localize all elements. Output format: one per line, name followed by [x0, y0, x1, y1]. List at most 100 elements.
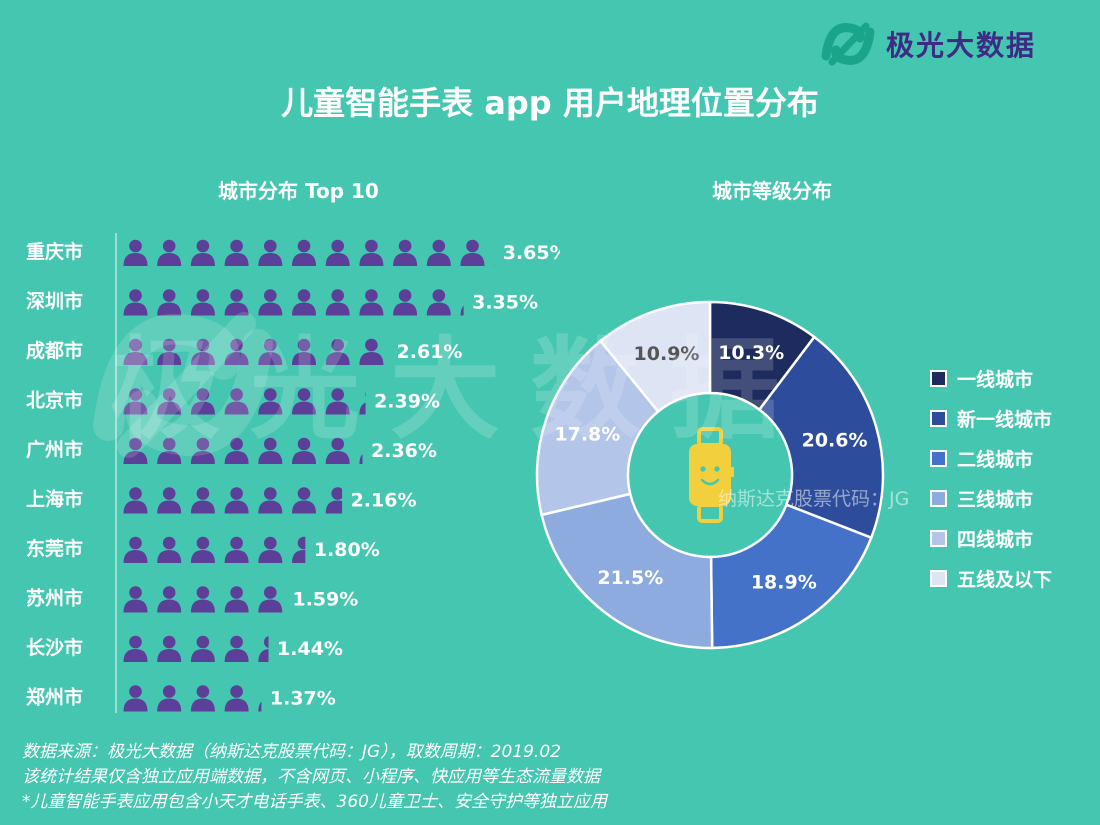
person-icon	[258, 239, 283, 266]
person-icon	[224, 487, 249, 514]
legend-label: 新一线城市	[957, 408, 1053, 431]
person-icon	[359, 338, 384, 365]
person-icon	[224, 536, 249, 563]
city-top10-pictogram-chart: 重庆市 3.65% 深圳市 3.35% 成都市 2.61% 北京市 2.39% 广州市 2.36%…	[26, 233, 560, 713]
person-icon	[325, 487, 343, 514]
city-label: 长沙市	[26, 636, 83, 659]
person-icon	[190, 635, 215, 662]
person-icon	[258, 536, 283, 563]
person-icon	[359, 239, 384, 266]
person-icon	[224, 635, 249, 662]
person-icon	[325, 437, 350, 464]
person-icon	[224, 239, 249, 266]
person-icon	[292, 487, 316, 514]
person-icon	[190, 388, 215, 415]
city-label: 郑州市	[26, 686, 83, 709]
legend-swatch	[930, 449, 947, 467]
donut-slice-label: 10.9%	[634, 343, 700, 365]
person-icon	[359, 289, 384, 316]
city-value-label: 2.16%	[351, 490, 417, 512]
person-icon	[258, 487, 283, 514]
city-pictogram-bar	[123, 437, 363, 464]
city-tier-legend: 一线城市新一线城市二线城市三线城市四线城市五线及以下	[930, 358, 1052, 598]
smartwatch-icon	[689, 427, 734, 523]
person-icon	[494, 265, 495, 266]
legend-item: 一线城市	[930, 358, 1052, 398]
legend-label: 一线城市	[957, 368, 1034, 391]
person-icon	[393, 289, 418, 316]
person-icon	[325, 388, 350, 415]
city-value-label: 1.80%	[314, 539, 380, 561]
person-icon	[292, 239, 316, 266]
legend-item: 二线城市	[930, 438, 1052, 478]
brand-logo-icon	[821, 22, 875, 66]
donut-slice	[540, 492, 714, 650]
legend-item: 新一线城市	[930, 398, 1052, 438]
city-label: 上海市	[26, 488, 83, 511]
city-top10-title: 城市分布 Top 10	[218, 179, 379, 203]
person-icon	[292, 388, 316, 415]
city-pictogram-bar	[123, 487, 343, 514]
person-icon	[258, 635, 269, 662]
person-icon	[157, 487, 182, 514]
city-value-label: 2.39%	[374, 391, 440, 413]
donut-slice-label: 17.8%	[554, 423, 620, 445]
person-icon	[325, 239, 350, 266]
legend-label: 三线城市	[957, 488, 1034, 511]
donut-slice-label: 21.5%	[597, 567, 663, 589]
person-icon	[123, 487, 148, 514]
person-icon	[157, 388, 182, 415]
legend-label: 二线城市	[957, 448, 1034, 471]
legend-swatch	[930, 529, 947, 547]
legend-label: 五线及以下	[957, 568, 1053, 591]
person-icon	[123, 685, 148, 712]
person-icon	[224, 685, 249, 712]
city-label: 苏州市	[26, 587, 83, 610]
city-pictogram-bar	[123, 239, 495, 266]
person-icon	[359, 454, 363, 464]
donut-slice-label: 20.6%	[802, 430, 868, 452]
legend-swatch	[930, 489, 947, 507]
person-icon	[393, 239, 418, 266]
person-icon	[123, 338, 148, 365]
person-icon	[426, 239, 451, 266]
city-value-label: 1.37%	[270, 688, 336, 710]
donut-slice	[535, 339, 660, 517]
person-icon	[258, 289, 283, 316]
legend-item: 四线城市	[930, 518, 1052, 558]
city-tier-donut-chart: 10.3% 20.6% 18.9% 21.5% 17.8% 10.9%	[535, 300, 885, 650]
footer-notes: 数据来源：极光大数据（纳斯达克股票代码：JG），取数周期：2019.02 该统计…	[22, 740, 607, 815]
city-value-label: 3.35%	[472, 292, 538, 314]
donut-slice-label: 18.9%	[751, 571, 817, 593]
city-value-label: 2.61%	[397, 341, 463, 363]
donut-slice-label: 10.3%	[718, 342, 784, 364]
person-icon	[157, 635, 182, 662]
person-icon	[123, 437, 148, 464]
page-title: 儿童智能手表 app 用户地理位置分布	[281, 84, 819, 122]
brand: 极光大数据	[820, 16, 1036, 72]
person-icon	[224, 388, 249, 415]
legend-item: 三线城市	[930, 478, 1052, 518]
person-icon	[157, 239, 182, 266]
person-icon	[426, 289, 451, 316]
person-icon	[190, 289, 215, 316]
person-icon	[359, 392, 366, 415]
person-icon	[325, 289, 350, 316]
city-label: 东莞市	[26, 537, 83, 560]
person-icon	[190, 338, 215, 365]
city-pictogram-bar	[123, 536, 306, 563]
city-pictogram-bar	[123, 586, 283, 613]
person-icon	[292, 338, 316, 365]
city-pictogram-bar	[123, 289, 464, 316]
person-icon	[224, 338, 249, 365]
city-pictogram-bar	[123, 635, 269, 662]
legend-item: 五线及以下	[930, 558, 1052, 598]
person-icon	[224, 586, 249, 613]
person-icon	[123, 388, 148, 415]
person-icon	[190, 685, 215, 712]
person-icon	[292, 536, 306, 563]
person-icon	[190, 487, 215, 514]
city-pictogram-bar	[123, 338, 384, 365]
city-label: 深圳市	[26, 290, 83, 313]
person-icon	[157, 289, 182, 316]
